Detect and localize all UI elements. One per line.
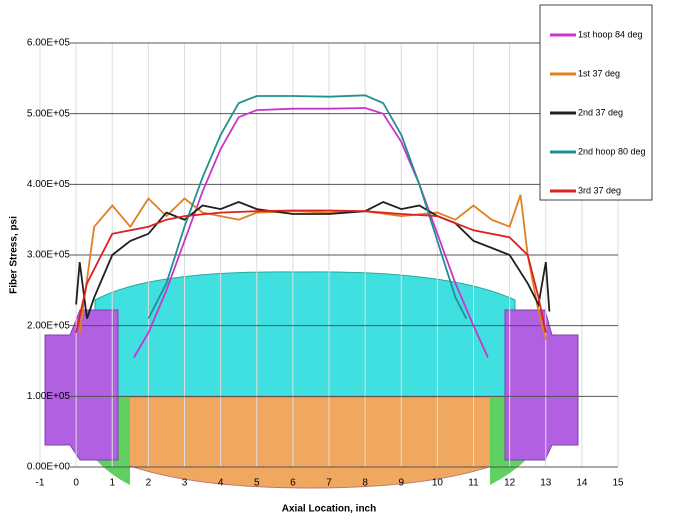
y-tick-label: 3.00E+05	[27, 250, 71, 261]
x-tick-label: 3	[182, 478, 188, 489]
x-tick-label: 14	[576, 478, 588, 489]
x-tick-label: 8	[362, 478, 368, 489]
x-tick-label: 12	[504, 478, 516, 489]
chart: -101234567891011121314150.00E+001.00E+05…	[0, 0, 678, 527]
right-boss	[505, 310, 578, 460]
x-tick-label: 9	[398, 478, 404, 489]
vessel-upper	[95, 272, 515, 397]
legend-label: 1st hoop 84 deg	[578, 29, 643, 39]
y-tick-label: 6.00E+05	[27, 38, 71, 49]
x-tick-label: 6	[290, 478, 296, 489]
legend-label: 3rd 37 deg	[578, 185, 621, 195]
vessel-illustration	[45, 272, 578, 488]
x-tick-label: 5	[254, 478, 260, 489]
y-tick-label: 5.00E+05	[27, 108, 71, 119]
vessel-lower	[80, 397, 545, 488]
left-boss	[45, 310, 118, 460]
legend-label: 2nd 37 deg	[578, 107, 623, 117]
y-tick-label: 2.00E+05	[27, 320, 71, 331]
x-tick-label: 10	[432, 478, 444, 489]
x-tick-label: 13	[540, 478, 552, 489]
y-axis-title: Fiber Stress, psi	[9, 216, 20, 294]
y-tick-label: 4.00E+05	[27, 179, 71, 190]
x-tick-label: 15	[612, 478, 624, 489]
legend-label: 2nd hoop 80 deg	[578, 146, 646, 156]
x-tick-label: 7	[326, 478, 332, 489]
x-tick-label: 11	[468, 478, 479, 489]
y-tick-label: 1.00E+05	[27, 391, 71, 402]
x-tick-label: 0	[73, 478, 79, 489]
x-tick-label: -1	[36, 478, 45, 489]
x-tick-label: 2	[146, 478, 152, 489]
y-tick-label: 0.00E+00	[27, 462, 71, 473]
x-axis-title: Axial Location, inch	[282, 504, 376, 515]
x-tick-label: 4	[218, 478, 224, 489]
x-tick-label: 1	[109, 478, 115, 489]
legend-label: 1st 37 deg	[578, 68, 620, 78]
